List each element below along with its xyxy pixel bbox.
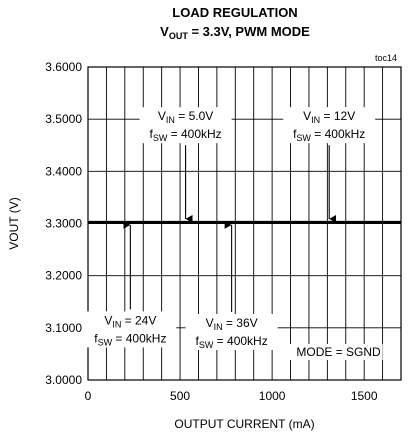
figure-id: toc14 [375,53,397,63]
annotation-text: VIN = 24V [104,313,156,329]
annotation-text: fSW = 400kHz [94,331,166,347]
x-tick-label: 1500 [351,389,378,403]
x-tick-label: 0 [85,389,92,403]
annotation-bg [185,314,278,351]
y-tick-label: 3.5000 [45,112,82,126]
annotation-text: VIN = 36V [206,316,258,332]
annotation-bg [139,107,232,144]
x-tick-label: 1000 [259,389,286,403]
annotation-text: VIN = 12V [303,109,355,125]
annotation-text: fSW = 400kHz [149,127,221,143]
y-tick-label: 3.6000 [45,60,82,74]
mode-label-bg [288,344,383,361]
y-tick-label: 3.1000 [45,321,82,335]
annotation-bg [283,107,376,144]
chart-subtitle: VOUT = 3.3V, PWM MODE [160,24,310,41]
y-tick-label: 3.0000 [45,373,82,387]
y-tick-label: 3.2000 [45,269,82,283]
y-tick-label: 3.4000 [45,164,82,178]
y-tick-label: 3.3000 [45,217,82,231]
y-axis-label: VOUT (V) [7,197,21,249]
annotation-text: VIN = 5.0V [158,109,213,125]
annotation-bg [84,311,177,348]
mode-label: MODE = SGND [296,345,381,359]
x-tick-label: 500 [170,389,190,403]
x-axis-label: OUTPUT CURRENT (mA) [174,417,314,431]
annotation-text: fSW = 400kHz [196,334,268,350]
chart-title: LOAD REGULATION [172,5,297,20]
annotation-text: fSW = 400kHz [293,127,365,143]
